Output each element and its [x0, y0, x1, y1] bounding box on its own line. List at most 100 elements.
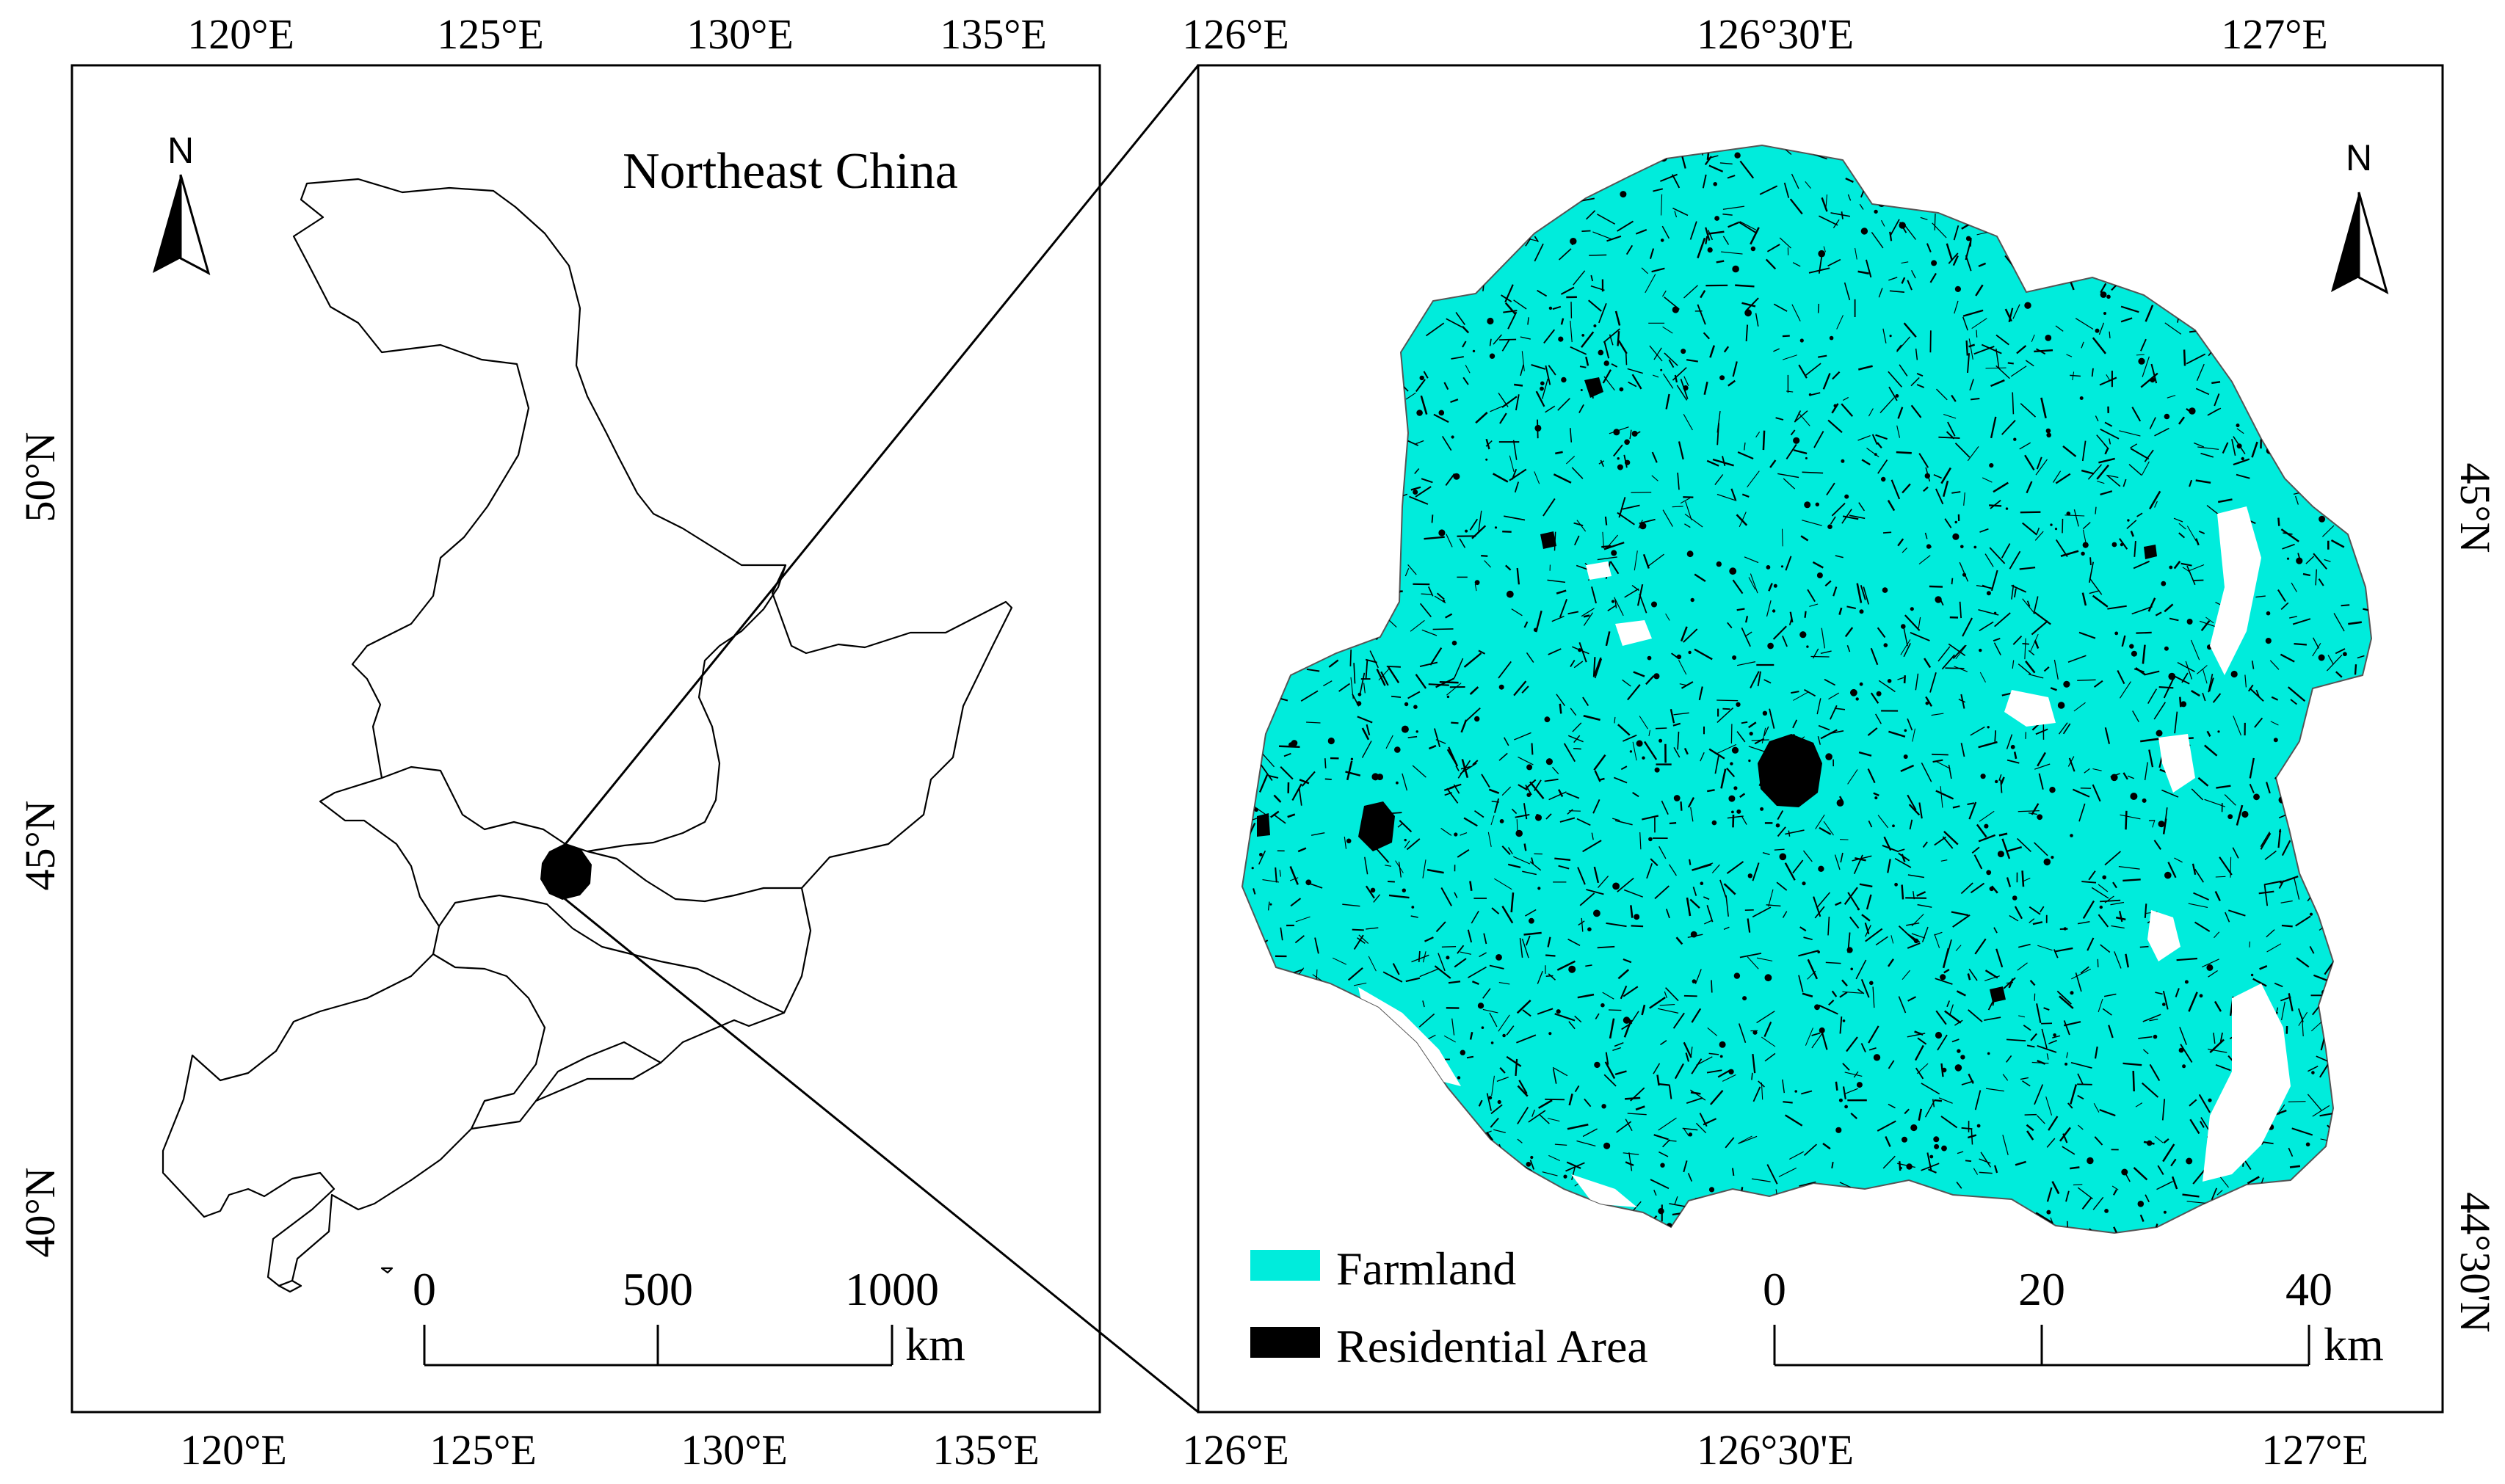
rural-road-segment	[1608, 1009, 1622, 1011]
rural-road-segment	[2186, 353, 2206, 365]
rural-road-segment	[1871, 231, 1884, 249]
rural-road-segment	[1649, 997, 1666, 1009]
rural-road-segment	[2100, 283, 2107, 294]
rural-road-segment	[1752, 862, 1760, 881]
rural-road-segment	[1813, 431, 1824, 448]
rural-road-segment	[1505, 564, 1512, 571]
village-dot	[1855, 697, 1859, 701]
rural-road-segment	[1793, 691, 1809, 701]
rural-road-segment	[1582, 840, 1602, 853]
rural-road-segment	[1643, 741, 1658, 760]
rural-road-segment	[2209, 1039, 2225, 1054]
rural-road-segment	[1631, 492, 1652, 493]
rural-road-segment	[1455, 312, 1465, 325]
rural-road-segment	[1932, 759, 1943, 763]
rural-road-segment	[1726, 767, 1736, 778]
rural-road-segment	[1547, 1118, 1560, 1122]
village-dot	[1942, 1067, 1947, 1073]
rural-road-segment	[1645, 675, 1655, 685]
rural-road-segment	[1407, 691, 1421, 699]
rural-road-segment	[2208, 674, 2214, 693]
rural-road-segment	[1639, 832, 1642, 850]
rural-road-segment	[1597, 876, 1609, 889]
rural-road-segment	[2211, 1187, 2218, 1201]
rural-road-segment	[1353, 982, 1367, 986]
rural-road-segment	[1745, 324, 1749, 342]
rural-road-segment	[1545, 813, 1552, 820]
rural-road-segment	[2161, 789, 2179, 798]
rural-road-segment	[1655, 727, 1667, 730]
rural-road-segment	[1300, 690, 1319, 702]
rural-road-segment	[1984, 970, 1998, 979]
rural-road-segment	[2203, 669, 2208, 684]
rural-road-segment	[1467, 929, 1473, 943]
rural-road-segment	[2110, 901, 2125, 906]
village-dot	[2208, 1098, 2212, 1102]
rural-road-segment	[2034, 611, 2051, 625]
rural-road-segment	[2062, 445, 2077, 457]
rural-road-segment	[1692, 863, 1712, 871]
rural-road-segment	[2006, 734, 2013, 749]
rural-road-segment	[1722, 236, 1730, 245]
rural-road-segment	[1828, 1000, 1835, 1006]
rural-road-segment	[2188, 992, 2198, 1012]
rural-road-segment	[1553, 473, 1572, 484]
rural-road-segment	[1604, 1061, 1616, 1080]
rural-road-segment	[1635, 1105, 1645, 1111]
rural-road-segment	[1435, 677, 1455, 688]
rural-road-segment	[1864, 922, 1870, 935]
rural-road-segment	[2096, 464, 2109, 480]
rural-road-segment	[1865, 928, 1883, 942]
rural-road-segment	[1642, 553, 1650, 569]
rural-road-segment	[1918, 555, 1931, 565]
rural-road-segment	[1736, 731, 1746, 743]
rural-road-segment	[1683, 994, 1697, 997]
village-dot	[2063, 927, 2067, 931]
rural-road-segment	[1369, 650, 1379, 669]
village-dot	[1749, 732, 1753, 736]
village-dot	[1989, 463, 1994, 468]
rural-road-segment	[1750, 227, 1760, 245]
rural-road-segment	[2120, 317, 2133, 323]
rural-road-segment	[2056, 990, 2072, 1005]
rural-road-segment	[1357, 716, 1373, 724]
rural-road-segment	[1903, 626, 1908, 647]
rural-road-segment	[2215, 876, 2226, 878]
rural-road-segment	[1429, 647, 1443, 666]
village-dot	[1673, 795, 1681, 801]
village-dot	[1506, 590, 1514, 598]
village-dot	[2206, 964, 2214, 971]
rural-road-segment	[2070, 1061, 2092, 1069]
rural-road-segment	[2067, 1102, 2073, 1109]
rural-road-segment	[1934, 1099, 1943, 1102]
right-map-panel: N Farmland Residential Area 0 20 40 km 1…	[1182, 10, 2499, 1474]
rural-road-segment	[1685, 1052, 1690, 1062]
rural-road-segment	[1703, 382, 1708, 395]
rural-road-segment	[1860, 979, 1870, 998]
rural-road-segment	[1954, 1019, 1963, 1026]
rural-road-segment	[2145, 1194, 2150, 1203]
rural-road-segment	[1489, 338, 1492, 346]
legend-swatch-residential	[1250, 1327, 1320, 1358]
village-dot	[2138, 357, 2145, 365]
rural-road-segment	[1722, 213, 1733, 216]
rural-road-segment	[1633, 671, 1645, 677]
rural-road-segment	[1790, 429, 1796, 436]
rural-road-segment	[1708, 164, 1724, 172]
rural-road-segment	[1658, 1083, 1670, 1086]
rural-road-segment	[2215, 1063, 2231, 1072]
rural-road-segment	[1731, 1168, 1735, 1176]
rural-road-segment	[2037, 945, 2053, 951]
village-dot	[1925, 702, 1929, 705]
rural-road-segment	[2150, 363, 2158, 384]
village-dot	[2236, 443, 2242, 449]
village-dot	[1860, 228, 1868, 235]
rural-road-segment	[1938, 436, 1960, 439]
rural-road-segment	[1959, 601, 1962, 619]
rural-road-segment	[1975, 284, 1984, 297]
village-dot	[2250, 973, 2254, 977]
rural-road-segment	[2023, 1025, 2031, 1031]
rural-road-segment	[2348, 621, 2362, 625]
right-bottom-tick-126-30e: 126°30'E	[1697, 1426, 1854, 1474]
rural-road-segment	[2249, 757, 2255, 779]
